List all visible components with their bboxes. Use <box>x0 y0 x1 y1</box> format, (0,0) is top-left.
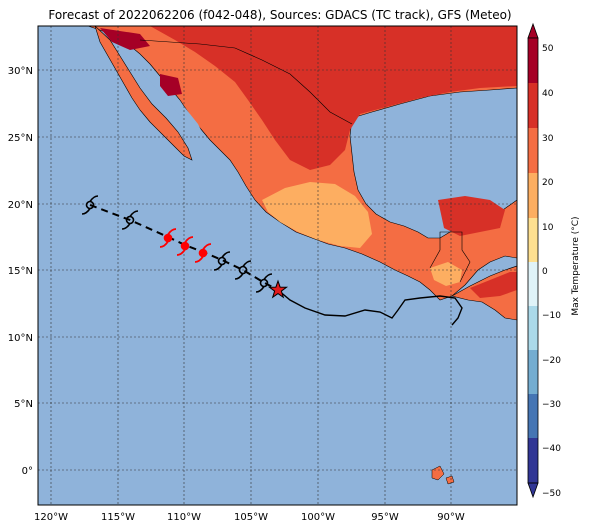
colorbar-segment <box>528 128 538 173</box>
colorbar-segment <box>528 306 538 350</box>
lon-label: 115°W <box>101 512 135 523</box>
colorbar-segment <box>528 350 538 394</box>
past-track-line <box>277 289 463 326</box>
lat-label: 20°N <box>8 200 33 211</box>
lon-label: 100°W <box>301 512 335 523</box>
hot-region-north <box>150 26 517 170</box>
hurricane-icon <box>159 228 177 248</box>
colorbar-tick: 50 <box>542 44 554 54</box>
very-hot-region <box>100 28 150 50</box>
hurricane-icon <box>176 236 194 256</box>
lon-label: 110°W <box>167 512 201 523</box>
gulf-of-california <box>112 40 206 140</box>
colorbar-segment <box>528 173 538 218</box>
hurricane-icon <box>121 210 139 230</box>
plot-frame <box>37 25 518 506</box>
map-title: Forecast of 2022062206 (f042-048), Sourc… <box>48 8 512 22</box>
lat-label: 0° <box>22 466 33 477</box>
colorbar-tick: −40 <box>542 444 561 454</box>
colorbar-bottom-cap <box>527 482 539 499</box>
colorbar-tick: −10 <box>542 311 561 321</box>
hurricane-icon <box>234 260 252 280</box>
colorbar-segment <box>528 438 538 483</box>
colorbar-segment <box>528 262 538 306</box>
lat-label: 15°N <box>8 266 33 277</box>
guatemala-border <box>429 231 471 283</box>
colorbar-tick: 30 <box>542 134 554 144</box>
colorbar-segment <box>528 218 538 262</box>
lon-label: 105°W <box>234 512 268 523</box>
colorbar-tick: 20 <box>542 178 554 188</box>
yucatan-hot <box>438 196 505 236</box>
us-mexico-border <box>139 39 353 125</box>
colorbar-tick: −30 <box>542 400 561 410</box>
lon-label: 90°W <box>437 512 465 523</box>
hurricane-icon <box>213 251 231 271</box>
mild-highlands-guatemala <box>430 262 462 286</box>
lat-label: 10°N <box>8 333 33 344</box>
hurricane-icon <box>194 243 212 263</box>
colorbar-tick: 10 <box>542 223 554 233</box>
colorbar-segment <box>528 394 538 438</box>
galapagos-islands <box>431 465 455 485</box>
colorbar-top-cap <box>527 22 539 39</box>
colorbar-segment <box>528 38 538 83</box>
lat-label: 25°N <box>8 133 33 144</box>
colorbar-tick: −20 <box>542 356 561 366</box>
star-icon <box>267 279 289 299</box>
lat-axis: 30°N 25°N 20°N 15°N 10°N 5°N 0° <box>8 66 33 477</box>
lat-label: 5°N <box>14 399 33 410</box>
central-america-hot <box>470 272 517 298</box>
colorbar-frame <box>527 37 539 484</box>
hurricane-icon <box>255 273 273 293</box>
lon-label: 120°W <box>34 512 68 523</box>
colorbar-tick: 0 <box>542 267 548 277</box>
hurricane-icon <box>81 195 99 215</box>
colorbar-label: Max Temperature (°C) <box>571 216 581 315</box>
colorbar: 50 40 30 20 10 0 −10 −20 −30 −40 −50 Max… <box>527 22 581 499</box>
mild-plateau <box>262 182 372 248</box>
very-hot-region-2 <box>160 74 182 96</box>
lon-label: 95°W <box>371 512 399 523</box>
colorbar-tick: −50 <box>542 489 561 499</box>
colorbar-segment <box>528 83 538 128</box>
colorbar-tick: 40 <box>542 89 554 99</box>
lat-label: 30°N <box>8 66 33 77</box>
lon-axis: 120°W 115°W 110°W 105°W 100°W 95°W 90°W <box>34 512 465 523</box>
